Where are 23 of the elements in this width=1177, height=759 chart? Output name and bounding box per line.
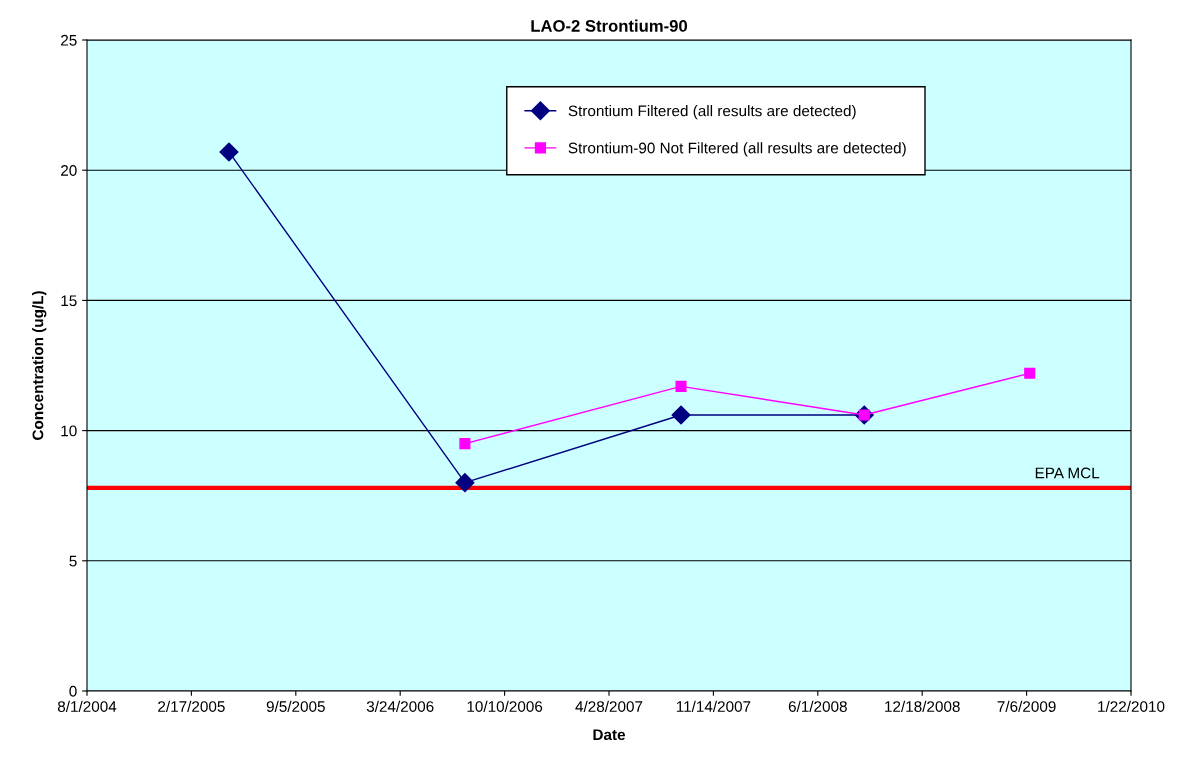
x-tick-label: 4/28/2007 xyxy=(575,700,643,712)
chart-title: LAO-2 Strontium-90 xyxy=(531,19,688,32)
y-axis-title: Concentration (ug/L) xyxy=(32,291,47,440)
x-tick-label: 1/22/2010 xyxy=(1098,700,1165,712)
x-tick-label: 6/1/2008 xyxy=(788,700,847,712)
x-axis-title: Date xyxy=(593,729,626,741)
y-tick-label: 15 xyxy=(61,295,77,307)
legend-label: Strontium Filtered (all results are detected) xyxy=(568,105,856,120)
y-tick-label: 20 xyxy=(61,165,77,176)
y-tick-label: 0 xyxy=(69,685,77,697)
x-tick-label: 8/1/2004 xyxy=(57,700,117,712)
y-tick-label: 10 xyxy=(61,425,77,437)
x-tick-label: 10/10/2006 xyxy=(467,700,543,712)
legend-label: Strontium-90 Not Filtered (all results are detected) xyxy=(568,142,906,157)
y-tick-label: 25 xyxy=(61,34,77,46)
ref-line-label: EPA MCL xyxy=(1035,467,1100,479)
x-tick-label: 3/24/2006 xyxy=(366,700,434,712)
x-tick-label: 2/17/2005 xyxy=(158,700,225,712)
x-tick-label: 11/14/2007 xyxy=(676,700,751,712)
x-tick-label: 12/18/2008 xyxy=(885,700,960,712)
y-tick-label: 5 xyxy=(69,555,77,567)
x-tick-label: 9/5/2005 xyxy=(266,700,325,712)
x-tick-label: 7/6/2009 xyxy=(997,700,1056,712)
